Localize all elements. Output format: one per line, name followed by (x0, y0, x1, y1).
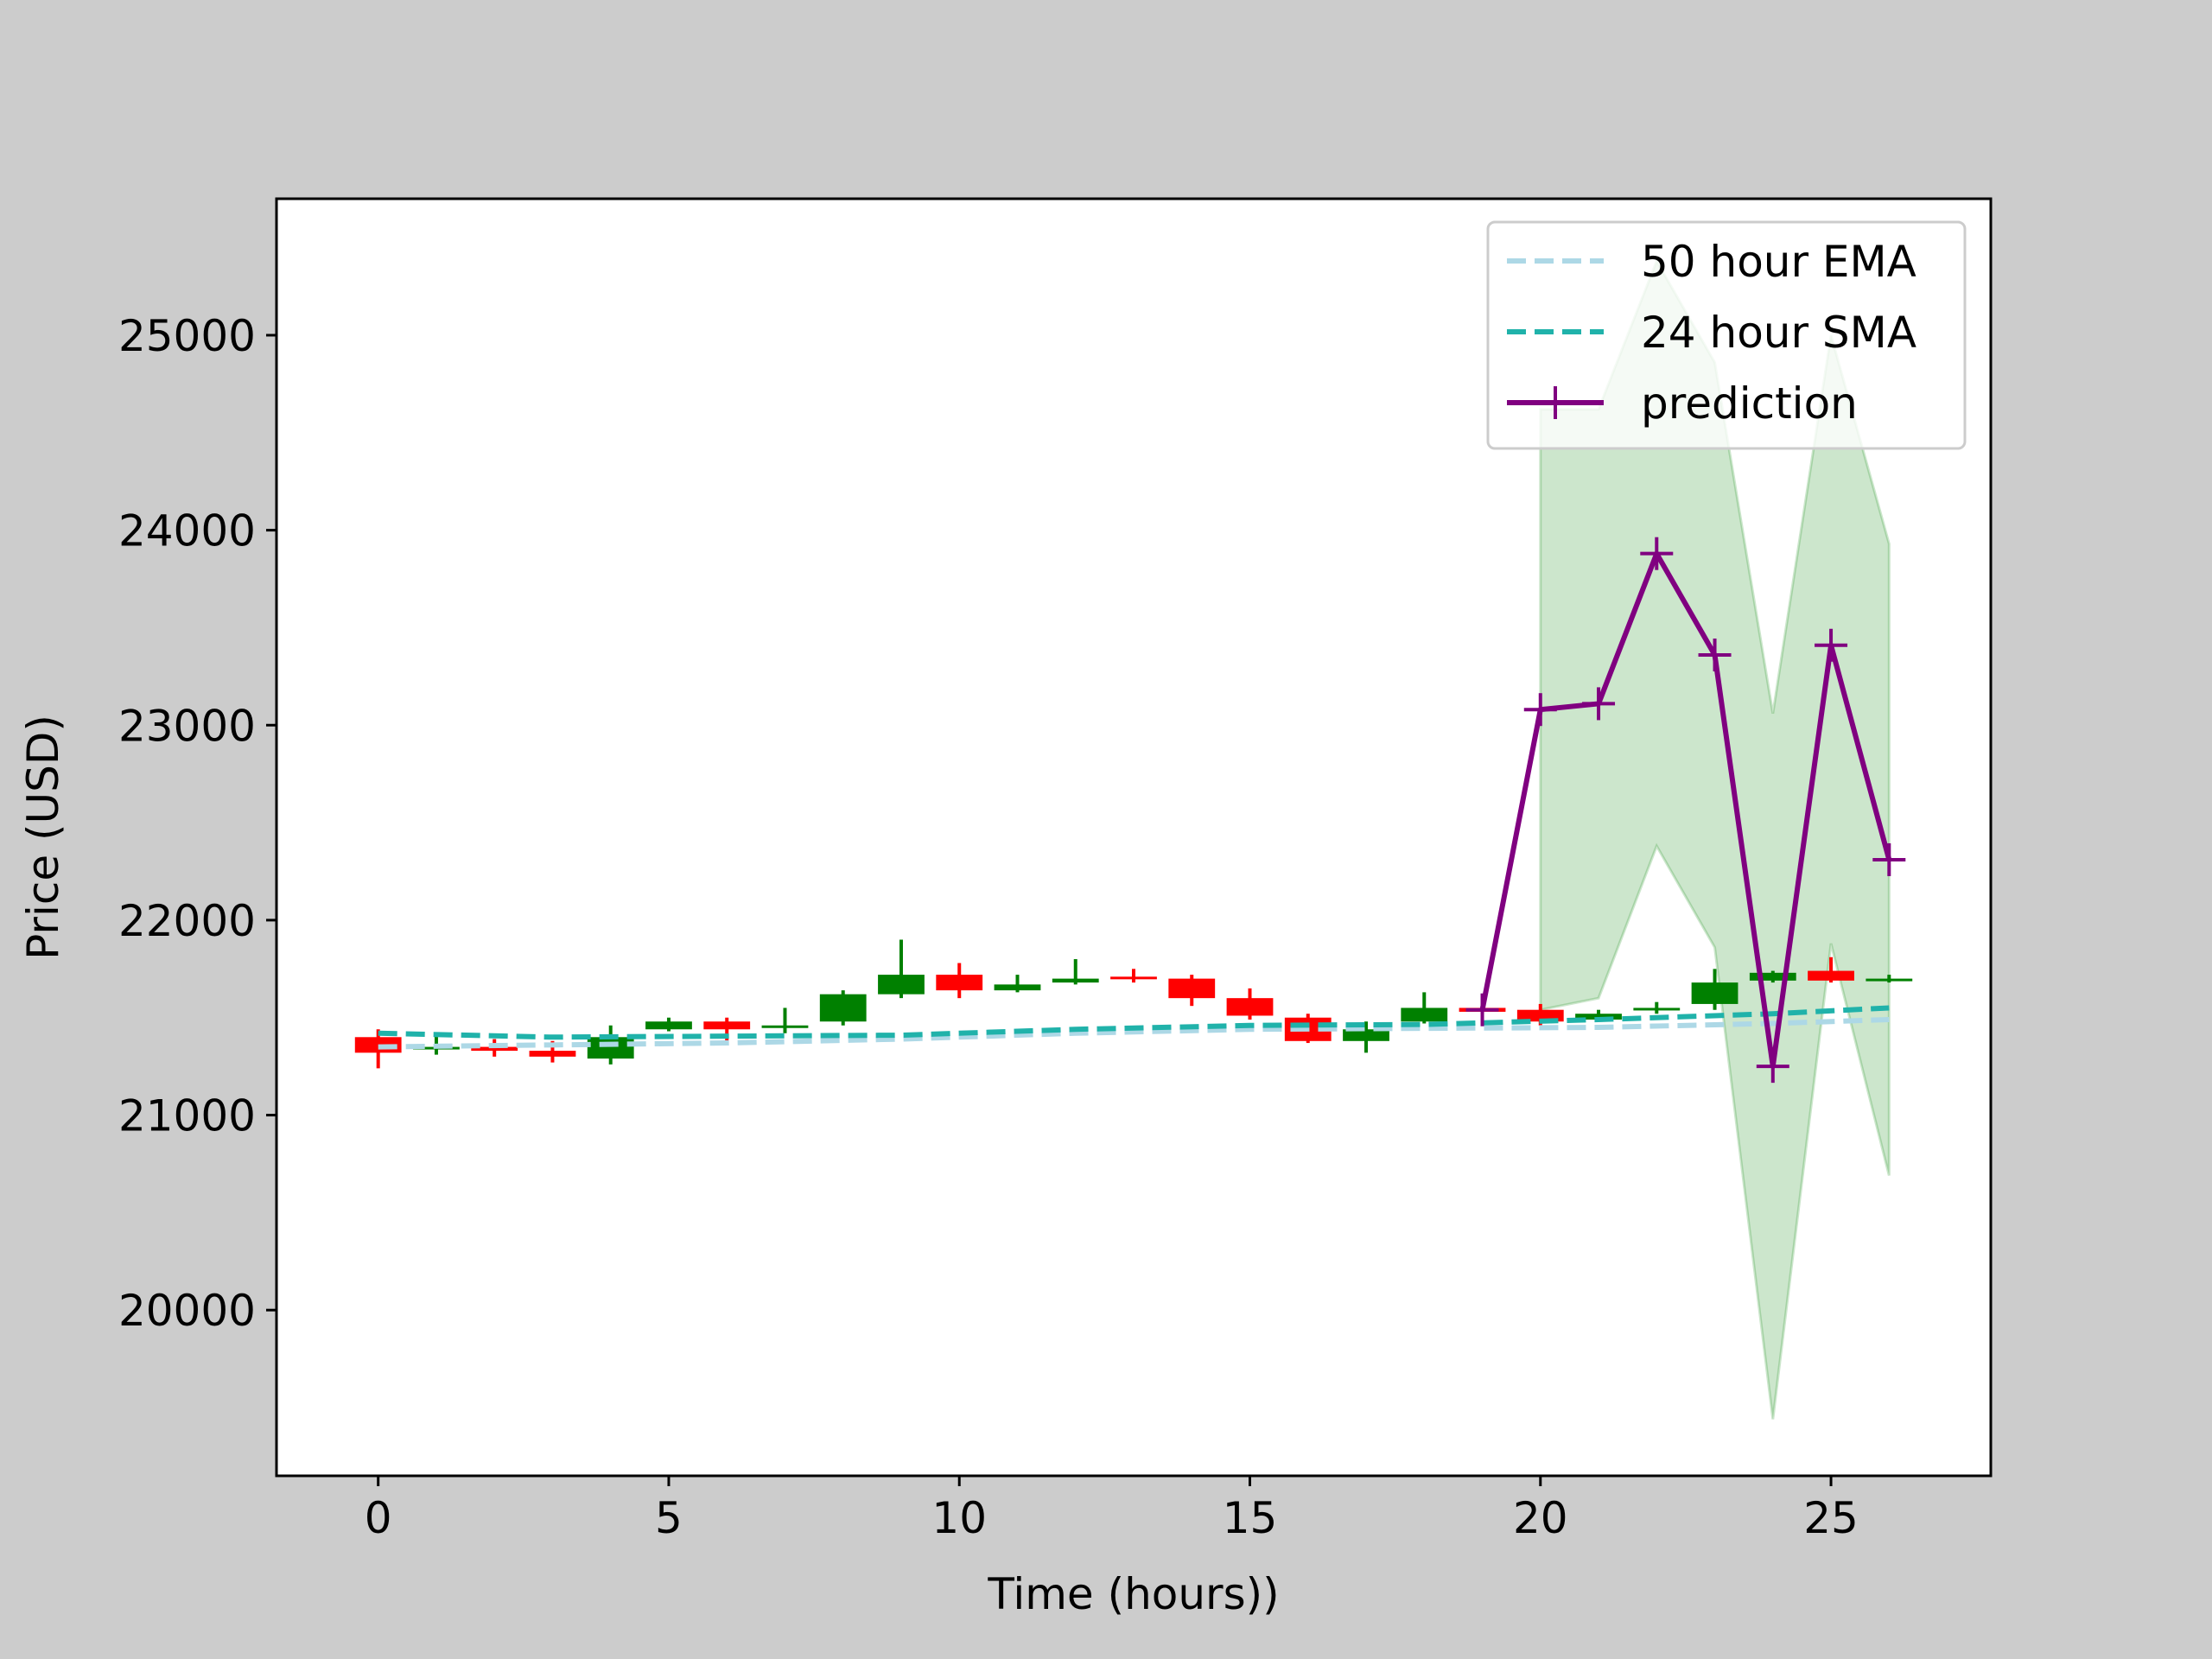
candles-layer (354, 939, 1913, 1069)
ema-line (378, 1016, 1890, 1050)
legend-label-prediction: prediction (1641, 378, 1858, 429)
y-tick-label: 20000 (118, 1286, 256, 1336)
candle-body (1691, 982, 1738, 1004)
prediction-point (1698, 639, 1732, 672)
prediction-point (1640, 537, 1674, 570)
x-tick-label: 0 (365, 1493, 392, 1543)
candle-body (529, 1051, 576, 1057)
legend-label-sma: 24 hour SMA (1641, 308, 1916, 358)
candle-body (587, 1037, 634, 1059)
candle-body (1866, 978, 1913, 982)
y-tick-label: 24000 (118, 506, 256, 556)
candle-body (1343, 1029, 1389, 1041)
y-tick-label: 25000 (118, 311, 256, 361)
legend: 50 hour EMA 24 hour SMA prediction (1486, 220, 1967, 450)
y-tick-label: 22000 (118, 896, 256, 946)
x-axis-label: Time (hours)) (987, 1569, 1279, 1619)
prediction-point (1872, 842, 1906, 876)
candle-body (936, 975, 983, 991)
candle-body (645, 1021, 692, 1030)
candle-body (1226, 998, 1274, 1016)
y-tick-label: 21000 (118, 1091, 256, 1141)
candle-body (761, 1025, 809, 1028)
candle-body (1401, 1007, 1448, 1022)
candle-body (471, 1046, 518, 1052)
x-tick-label: 5 (655, 1493, 683, 1543)
plot-frame (275, 197, 1993, 1478)
x-tick-label: 15 (1223, 1493, 1278, 1543)
candle-body (819, 994, 867, 1022)
candle-body (1749, 972, 1796, 981)
x-tick-label: 25 (1803, 1493, 1859, 1543)
x-tick-label: 10 (931, 1493, 987, 1543)
y-axis-label: Price (USD) (18, 715, 68, 960)
candle-body (1808, 970, 1854, 981)
lines-layer (378, 537, 1906, 1084)
candle-body (703, 1021, 751, 1030)
sma-line (378, 1005, 1890, 1040)
legend-label-ema: 50 hour EMA (1641, 237, 1916, 287)
candle-body (1110, 976, 1157, 980)
candle-body (1168, 978, 1216, 999)
y-tick-label: 23000 (118, 701, 256, 751)
candle-body (1575, 1014, 1622, 1020)
candle-body (1052, 978, 1099, 983)
legend-box (1486, 220, 1967, 450)
prediction-point (1465, 993, 1499, 1027)
x-tick-label: 20 (1513, 1493, 1568, 1543)
candle-body (1633, 1007, 1681, 1011)
prediction-point (1582, 687, 1616, 721)
prediction-point (1756, 1050, 1789, 1084)
prediction-point (1815, 628, 1848, 662)
axes-layer: 0 5 10 15 20 25 20000 21000 22000 23000 24000 25000 (118, 311, 1859, 1543)
prediction-point (1523, 693, 1557, 727)
candle-body (878, 975, 925, 995)
candle-body (994, 984, 1041, 991)
